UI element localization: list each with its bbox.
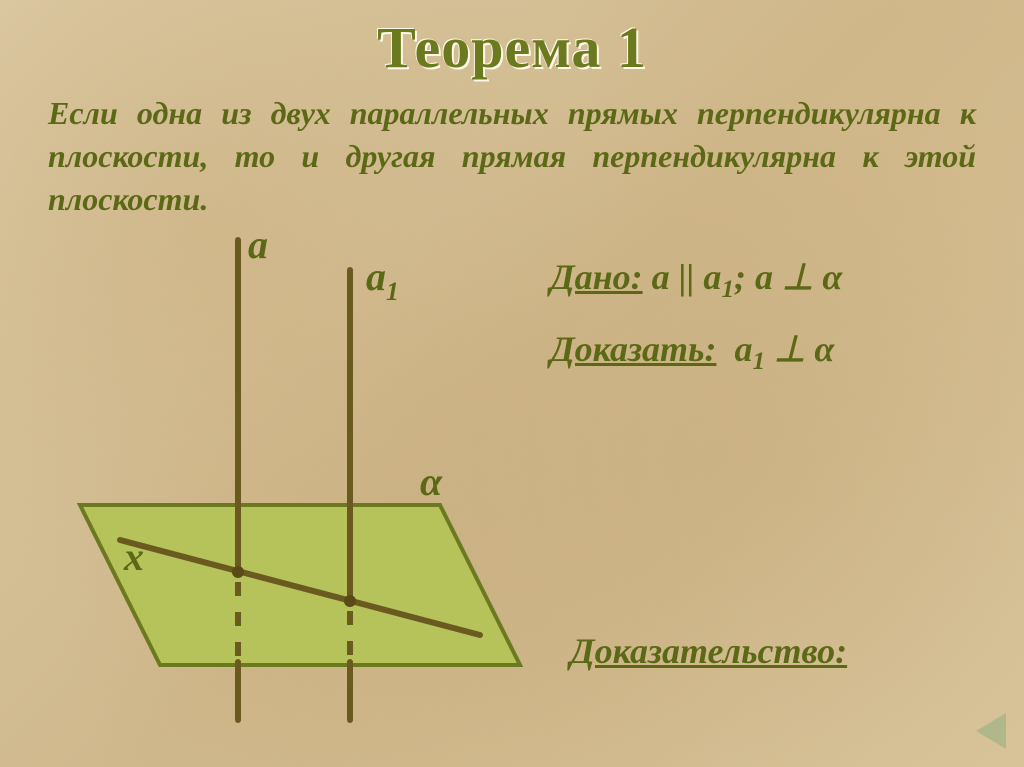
label-alpha: α [420,459,443,504]
label-a1: а1 [366,254,399,306]
given-block: Дано: а || а1; а ⊥ α [550,256,842,304]
prove-block: Доказать: а1 ⊥ α [550,328,834,376]
geometry-diagram: а а1 α x [20,230,540,740]
label-a: а [248,230,268,267]
label-x: x [123,534,144,579]
slide-title: Теорема 1 [0,14,1024,81]
prev-slide-button[interactable] [976,713,1006,749]
prove-expression: а1 ⊥ α [716,329,834,369]
theorem-statement: Если одна из двух параллельных прямых пе… [48,92,976,222]
dot-a1 [344,595,356,607]
dot-a [232,566,244,578]
given-expression: а || а1; а ⊥ α [643,257,843,297]
proof-label: Доказательство: [570,630,847,672]
slide: Теорема 1 Если одна из двух параллельных… [0,0,1024,767]
prove-label: Доказать: [550,329,716,369]
given-label: Дано: [550,257,643,297]
